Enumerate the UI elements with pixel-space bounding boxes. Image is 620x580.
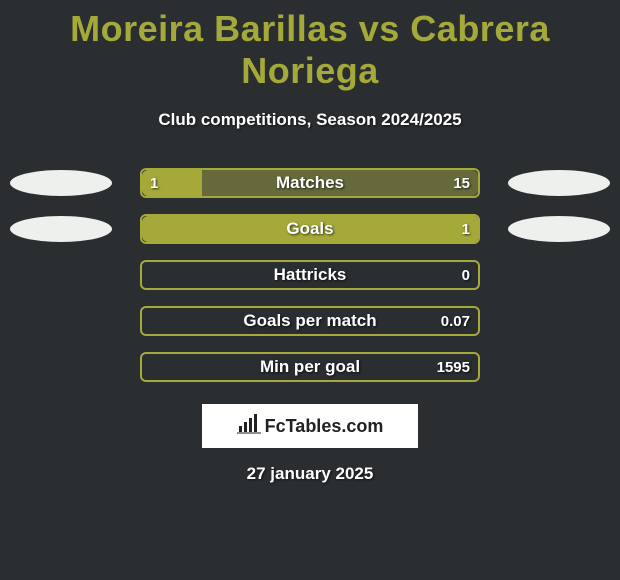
bar-chart-icon [237, 414, 261, 439]
page-title: Moreira Barillas vs Cabrera Noriega [0, 0, 620, 92]
bar-track: 1Goals [140, 214, 480, 244]
bar-track: 1595Min per goal [140, 352, 480, 382]
left-player-oval [10, 170, 112, 196]
date-line: 27 january 2025 [0, 464, 620, 484]
bar-track: 0Hattricks [140, 260, 480, 290]
right-player-oval [508, 170, 610, 196]
left-player-oval [10, 216, 112, 242]
right-player-oval [508, 216, 610, 242]
bar-track: 115Matches [140, 168, 480, 198]
stat-label: Matches [142, 170, 478, 196]
subtitle: Club competitions, Season 2024/2025 [0, 110, 620, 130]
stat-label: Min per goal [142, 354, 478, 380]
stat-label: Goals per match [142, 308, 478, 334]
stat-row: 1595Min per goal [0, 344, 620, 390]
logo-text: FcTables.com [265, 416, 384, 437]
stat-label: Hattricks [142, 262, 478, 288]
stat-row: 0Hattricks [0, 252, 620, 298]
comparison-chart: 115Matches 1Goals 0Hattricks 0.07Goals per … [0, 160, 620, 390]
stat-row: 0.07Goals per match [0, 298, 620, 344]
stat-row: 1Goals [0, 206, 620, 252]
stat-label: Goals [142, 216, 478, 242]
stat-row: 115Matches [0, 160, 620, 206]
bar-track: 0.07Goals per match [140, 306, 480, 336]
logo-box: FcTables.com [202, 404, 418, 448]
